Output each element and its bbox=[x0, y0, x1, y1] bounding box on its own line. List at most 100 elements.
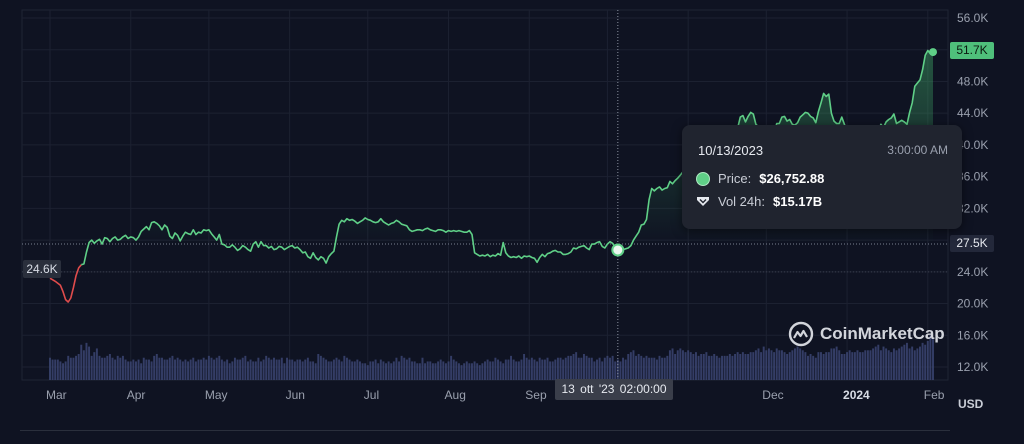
volume-bar bbox=[840, 354, 843, 380]
volume-bar bbox=[103, 357, 106, 380]
volume-bar bbox=[744, 354, 747, 380]
volume-bar bbox=[309, 361, 312, 380]
volume-bar bbox=[395, 357, 398, 380]
volume-bar bbox=[400, 355, 403, 380]
volume-bar bbox=[304, 359, 307, 380]
volume-bar bbox=[90, 355, 93, 380]
tooltip-volume-label: Vol 24h: bbox=[718, 194, 765, 209]
volume-bar bbox=[668, 350, 671, 380]
volume-bar bbox=[692, 354, 695, 380]
volume-bar bbox=[679, 348, 682, 380]
volume-bar bbox=[585, 355, 588, 380]
volume-bar bbox=[932, 339, 934, 380]
volume-bar bbox=[903, 344, 906, 380]
volume-bar bbox=[567, 355, 570, 380]
volume-bar bbox=[249, 359, 252, 380]
volume-bar bbox=[877, 344, 880, 380]
volume-bar bbox=[601, 361, 604, 380]
volume-bar bbox=[671, 348, 674, 380]
volume-bar bbox=[121, 355, 124, 380]
volume-bar bbox=[760, 352, 763, 380]
volume-bar bbox=[892, 348, 895, 380]
volume-bar bbox=[327, 361, 330, 380]
volume-bar bbox=[694, 352, 697, 380]
volume-bar bbox=[754, 350, 757, 380]
volume-bar bbox=[517, 361, 520, 380]
volume-bar bbox=[338, 359, 341, 380]
x-tick-label: 2024 bbox=[843, 388, 870, 402]
volume-bar bbox=[450, 355, 453, 380]
volume-bar bbox=[59, 361, 62, 380]
volume-bar bbox=[226, 359, 229, 380]
volume-bar bbox=[124, 359, 127, 380]
volume-bar bbox=[911, 346, 914, 380]
volume-bar bbox=[783, 352, 786, 380]
volume-bar bbox=[723, 355, 726, 380]
volume-bar bbox=[369, 361, 372, 380]
volume-bar bbox=[543, 359, 546, 380]
volume-bar bbox=[155, 354, 158, 380]
volume-bar bbox=[577, 357, 580, 380]
volume-bar bbox=[708, 355, 710, 380]
volume-bar bbox=[564, 357, 567, 380]
volume-bar bbox=[54, 359, 57, 380]
volume-bar bbox=[142, 357, 145, 380]
volume-bar bbox=[796, 346, 799, 380]
volume-bar bbox=[411, 361, 414, 380]
volume-bar bbox=[293, 361, 296, 380]
volume-bar bbox=[494, 357, 497, 380]
volume-bar bbox=[614, 361, 617, 380]
range-navigator-strip[interactable] bbox=[20, 430, 950, 444]
volume-bar bbox=[734, 354, 737, 380]
volume-bar bbox=[773, 352, 776, 380]
volume-bar bbox=[398, 361, 401, 380]
volume-bar bbox=[262, 359, 265, 380]
volume-bar bbox=[908, 348, 911, 380]
volume-bar bbox=[273, 357, 275, 380]
volume-bar bbox=[470, 363, 473, 380]
volume-bar bbox=[283, 363, 286, 380]
volume-bar bbox=[56, 359, 59, 380]
volume-bar bbox=[220, 359, 223, 380]
volume-bar bbox=[663, 357, 666, 380]
volume-bar bbox=[645, 355, 648, 380]
volume-bar bbox=[179, 359, 182, 380]
volume-bar bbox=[434, 363, 437, 380]
volume-bar bbox=[98, 355, 101, 380]
volume-bar bbox=[148, 359, 150, 380]
volume-bar bbox=[343, 355, 346, 380]
volume-bar bbox=[145, 359, 148, 380]
tooltip-price-value: $26,752.88 bbox=[759, 171, 825, 186]
volume-bar bbox=[194, 361, 197, 380]
volume-bar bbox=[622, 357, 625, 380]
y-tick-label: 40.0K bbox=[957, 138, 988, 152]
volume-bar bbox=[291, 359, 294, 380]
volume-bar bbox=[804, 352, 807, 380]
volume-bar bbox=[549, 361, 552, 380]
volume-bar bbox=[171, 355, 174, 380]
volume-bar bbox=[301, 361, 304, 380]
volume-bar bbox=[554, 359, 557, 380]
volume-bar bbox=[228, 363, 231, 380]
volume-bar bbox=[82, 350, 85, 380]
volume-bar bbox=[702, 354, 705, 380]
volume-bar bbox=[864, 350, 867, 380]
volume-bar bbox=[895, 350, 898, 380]
volume-bar bbox=[202, 357, 205, 380]
volume-bar bbox=[275, 359, 278, 380]
volume-bar bbox=[515, 361, 518, 380]
volume-bar bbox=[299, 359, 302, 380]
volume-bar bbox=[572, 354, 575, 380]
volume-bar bbox=[108, 354, 111, 380]
volume-bar bbox=[153, 355, 156, 380]
volume-bar bbox=[85, 342, 88, 380]
volume-bar bbox=[916, 348, 919, 380]
volume-bar bbox=[653, 357, 656, 380]
volume-bar bbox=[473, 361, 476, 380]
volume-bar bbox=[616, 359, 619, 380]
volume-bar bbox=[606, 355, 609, 380]
volume-bar bbox=[119, 357, 122, 380]
volume-bar bbox=[666, 355, 669, 380]
volume-bar bbox=[187, 361, 190, 380]
volume-bar bbox=[455, 361, 458, 380]
